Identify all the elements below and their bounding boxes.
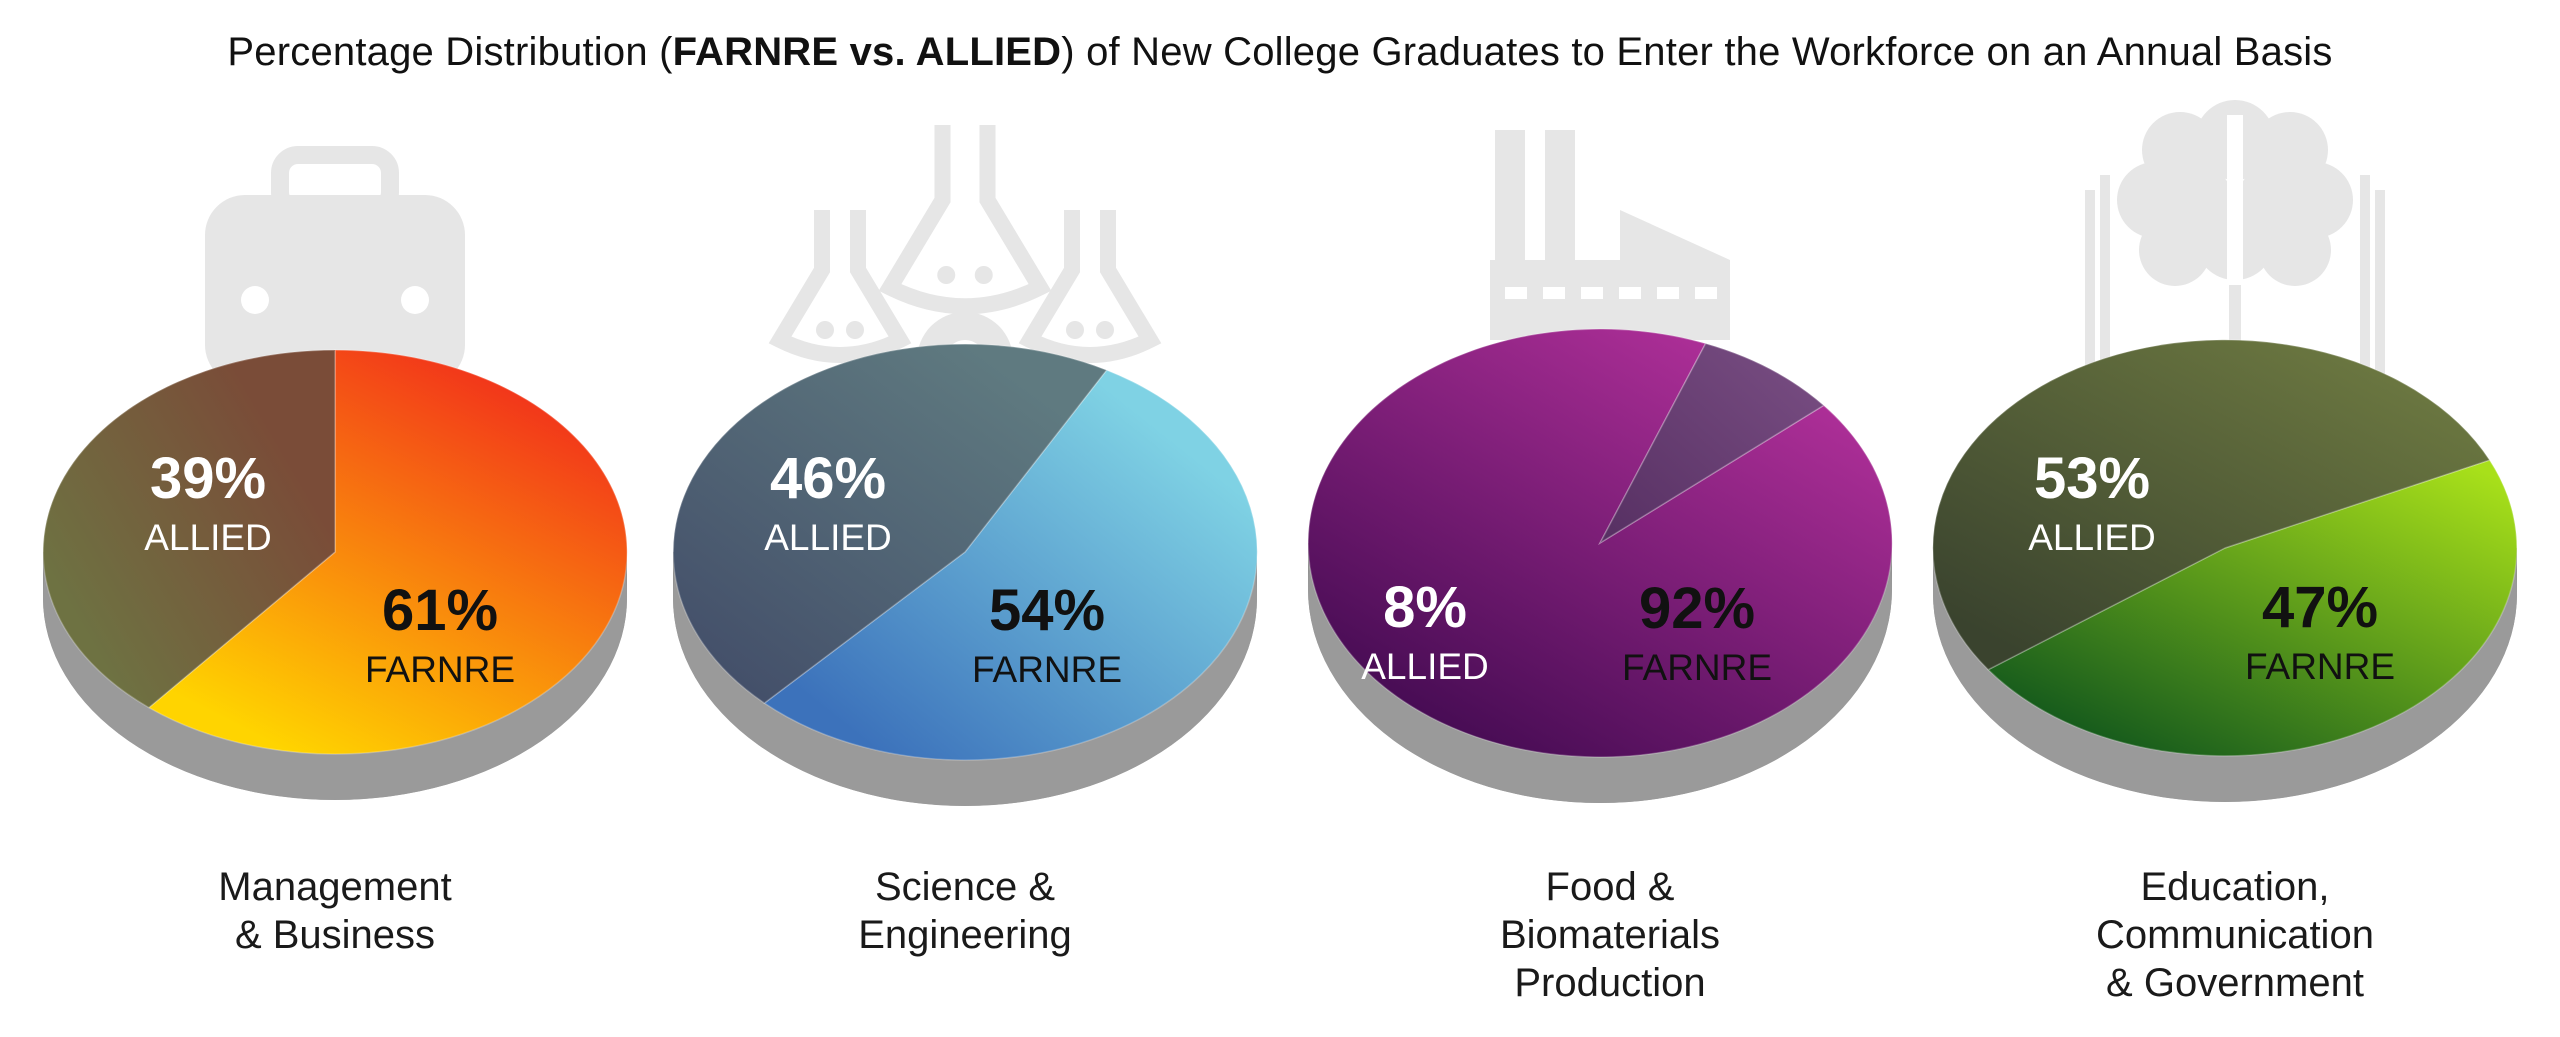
- pie-value-label: 54%: [989, 578, 1105, 643]
- briefcase-icon: [205, 146, 465, 385]
- pie-slice-farnre: [147, 349, 628, 755]
- pie-chart-4: 47% FARNRE 53% ALLIED: [1932, 339, 2518, 802]
- category-caption-line: Engineering: [858, 913, 1072, 957]
- pie-series-label: FARNRE: [365, 649, 515, 690]
- pie-value-label: 46%: [770, 446, 886, 511]
- pie-value-label: 61%: [382, 578, 498, 643]
- pie-value-label: 92%: [1639, 576, 1755, 641]
- category-captions: Management& Business Science &Engineering…: [218, 865, 2374, 1005]
- pie-slice-allied: [42, 349, 336, 709]
- pie-value-label: 53%: [2034, 446, 2150, 511]
- pie-series-label: ALLIED: [2028, 517, 2156, 558]
- title-text-start: Percentage Distribution (: [227, 30, 673, 74]
- pie-series-label: FARNRE: [2245, 646, 2395, 687]
- pie-series-label: ALLIED: [1361, 646, 1489, 687]
- pie-series-label: FARNRE: [972, 649, 1122, 690]
- category-caption-line: & Business: [235, 913, 435, 957]
- pie-slice-farnre: [763, 369, 1258, 761]
- category-caption-line: Food &: [1546, 865, 1675, 909]
- title-text-bold: FARNRE vs. ALLIED: [672, 30, 1062, 74]
- pie-slice-allied: [672, 343, 1108, 705]
- pies: 61% FARNRE 39% ALLIED 54% FARNRE 46% ALLIED 92% F…: [42, 328, 2518, 806]
- pie-series-label: ALLIED: [144, 517, 272, 558]
- category-caption-line: Production: [1514, 961, 1705, 1005]
- brain-book-icon: [2085, 100, 2385, 385]
- pie-chart-1: 61% FARNRE 39% ALLIED: [42, 349, 628, 800]
- pie-value-label: 47%: [2262, 575, 2378, 640]
- category-caption-line: Communication: [2096, 913, 2374, 957]
- background-icons: [205, 100, 2385, 408]
- title-text-end: ) of New College Graduates to Enter the …: [1061, 30, 2333, 74]
- category-caption-line: & Government: [2106, 961, 2364, 1005]
- chart-title: Percentage Distribution (FARNRE vs. ALLI…: [0, 30, 2560, 75]
- category-caption-line: Science &: [875, 865, 1055, 909]
- pie-slice-allied: [1598, 342, 1825, 546]
- category-caption-line: Biomaterials: [1500, 913, 1720, 957]
- pie-slice-farnre: [1986, 459, 2518, 757]
- pie-value-label: 39%: [150, 446, 266, 511]
- pie-slice-farnre: [1307, 328, 1893, 758]
- pie-series-label: ALLIED: [764, 517, 892, 558]
- category-caption-line: Education,: [2140, 865, 2329, 909]
- pie-chart-2: 54% FARNRE 46% ALLIED: [672, 343, 1258, 806]
- category-caption-line: Management: [218, 865, 451, 909]
- pie-chart-3: 92% FARNRE 8% ALLIED: [1307, 328, 1893, 803]
- pie-value-label: 8%: [1383, 575, 1467, 640]
- pie-slice-allied: [1932, 339, 2491, 671]
- pie-series-label: FARNRE: [1622, 647, 1772, 688]
